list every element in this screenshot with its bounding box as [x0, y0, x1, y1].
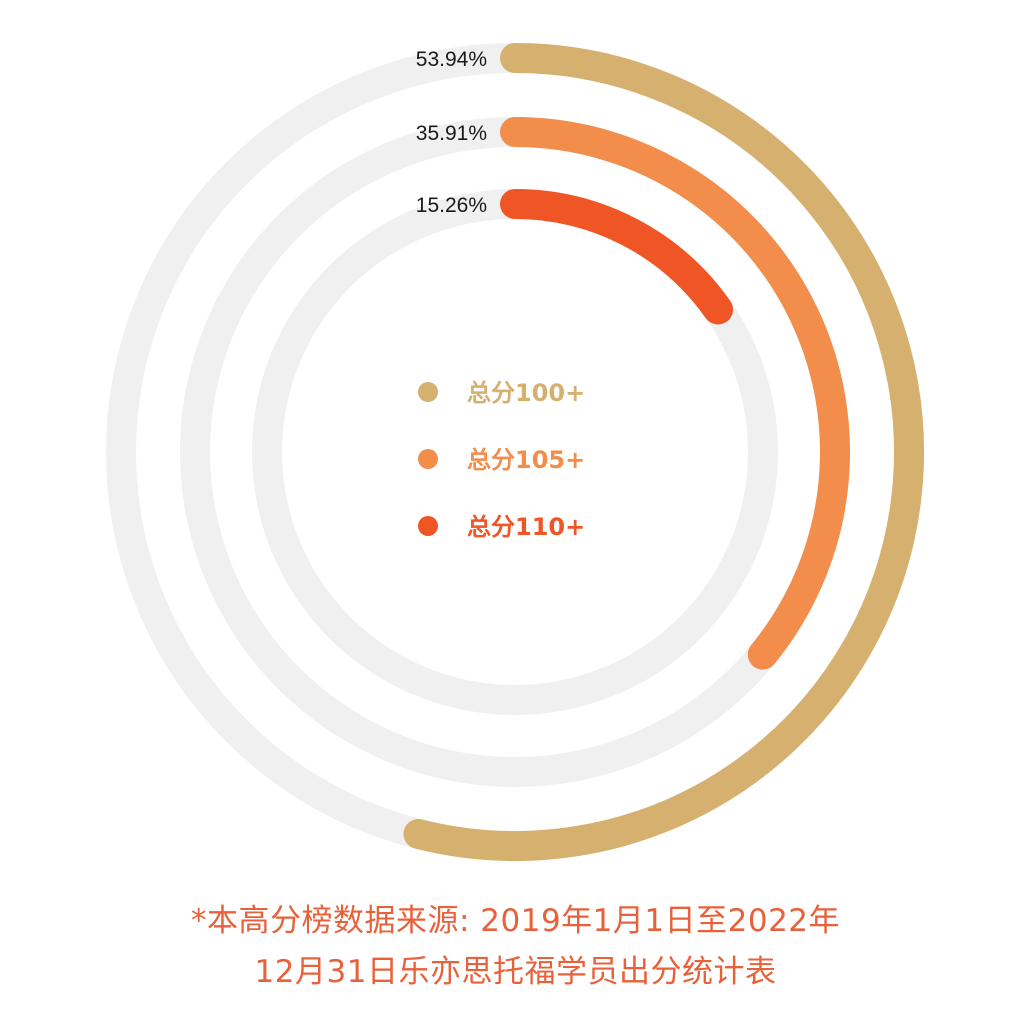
percent-label-2: 35.91% [416, 122, 487, 145]
legend-dot-2 [418, 449, 438, 469]
legend: 总分100+ 总分105+ 总分110+ [418, 379, 585, 541]
ring-arcs [403, 43, 924, 861]
legend-label-1: 总分100+ [467, 379, 585, 407]
ring-arc-1 [403, 43, 924, 861]
legend-label-3: 总分110+ [467, 513, 585, 541]
percent-labels: 53.94% 35.91% 15.26% [416, 48, 487, 217]
footnote-line-1: *本高分榜数据来源: 2019年1月1日至2022年 [190, 903, 841, 939]
percent-label-3: 15.26% [416, 194, 487, 217]
percent-label-1: 53.94% [416, 48, 487, 71]
ring-arc-3 [500, 189, 733, 325]
legend-label-2: 总分105+ [467, 446, 585, 474]
footnote-line-2: 12月31日乐亦思托福学员出分统计表 [254, 954, 777, 990]
legend-dot-3 [418, 516, 438, 536]
ring-arc-2 [500, 117, 850, 670]
legend-dot-1 [418, 382, 438, 402]
